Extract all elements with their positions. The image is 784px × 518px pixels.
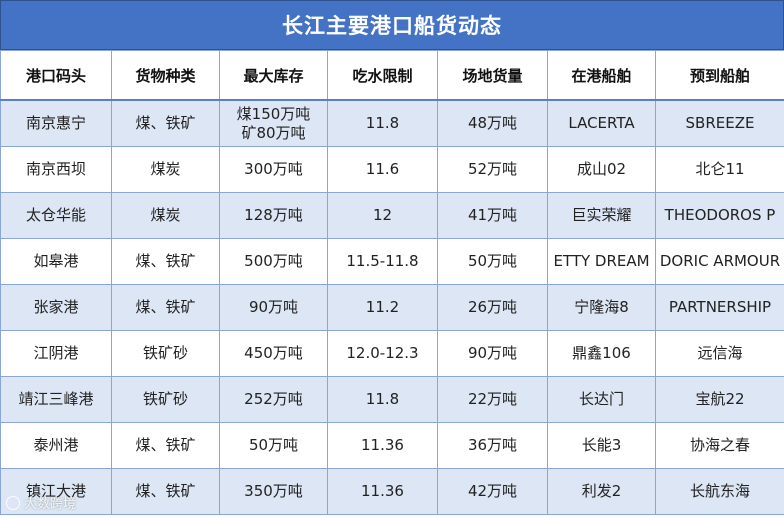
cell-cargo: 煤炭	[111, 192, 220, 239]
cell-expected: 长航东海	[655, 468, 784, 515]
cell-expected: 北仑11	[655, 146, 784, 193]
cell-port: 如皋港	[0, 238, 112, 285]
cell-max-stock: 128万吨	[219, 192, 328, 239]
table-row: 江阴港 铁矿砂 450万吨 12.0-12.3 90万吨 鼎鑫106 远信海	[0, 330, 784, 377]
cell-in-port: 利发2	[547, 468, 656, 515]
cell-yard: 52万吨	[437, 146, 548, 193]
column-header-expected: 预到船舶	[655, 50, 784, 101]
cell-yard: 90万吨	[437, 330, 548, 377]
cell-yard: 48万吨	[437, 99, 548, 147]
cell-draft: 11.36	[327, 468, 438, 515]
column-header-yard: 场地货量	[437, 50, 548, 101]
cell-port: 江阴港	[0, 330, 112, 377]
cell-port: 张家港	[0, 284, 112, 331]
watermark-logo-icon	[6, 495, 20, 510]
table-row: 泰州港 煤、铁矿 50万吨 11.36 36万吨 长能3 协海之春	[0, 422, 784, 469]
cell-yard: 50万吨	[437, 238, 548, 285]
cell-in-port: 鼎鑫106	[547, 330, 656, 377]
cell-yard: 36万吨	[437, 422, 548, 469]
expected-multiline: DORIC ARMOUR	[659, 252, 781, 270]
cell-cargo: 煤、铁矿	[111, 284, 220, 331]
cell-cargo: 煤、铁矿	[111, 238, 220, 285]
column-header-port: 港口码头	[0, 50, 112, 101]
cell-max-stock: 350万吨	[219, 468, 328, 515]
cell-port: 南京惠宁	[0, 99, 112, 147]
column-header-draft: 吃水限制	[327, 50, 438, 101]
cell-yard: 22万吨	[437, 376, 548, 423]
cell-expected: 远信海	[655, 330, 784, 377]
cell-expected: 协海之春	[655, 422, 784, 469]
cell-in-port: ETTY DREAM	[547, 238, 656, 285]
table-row: 靖江三峰港 铁矿砂 252万吨 11.8 22万吨 长达门 宝航22	[0, 376, 784, 423]
cell-cargo: 煤、铁矿	[111, 99, 220, 147]
table-row: 南京惠宁 煤、铁矿 煤150万吨 矿80万吨 11.8 48万吨 LACERTA…	[0, 99, 784, 147]
cell-max-stock: 450万吨	[219, 330, 328, 377]
cell-max-stock: 煤150万吨 矿80万吨	[219, 99, 328, 147]
cell-draft: 11.8	[327, 376, 438, 423]
cell-draft: 11.5-11.8	[327, 238, 438, 285]
cell-expected: SBREEZE	[655, 99, 784, 147]
cell-max-stock: 252万吨	[219, 376, 328, 423]
cell-draft: 11.2	[327, 284, 438, 331]
cell-draft: 11.6	[327, 146, 438, 193]
cell-draft: 12.0-12.3	[327, 330, 438, 377]
watermark-text: 大数跨境	[24, 497, 77, 512]
cell-draft: 11.8	[327, 99, 438, 147]
cell-max-stock: 50万吨	[219, 422, 328, 469]
cell-cargo: 煤炭	[111, 146, 220, 193]
table-row: 镇江大港 煤、铁矿 350万吨 11.36 42万吨 利发2 长航东海	[0, 468, 784, 515]
cell-port: 镇江大港	[0, 468, 112, 515]
cell-port: 泰州港	[0, 422, 112, 469]
cell-in-port: 长达门	[547, 376, 656, 423]
table-row: 太仓华能 煤炭 128万吨 12 41万吨 巨实荣耀 THEODOROS P	[0, 192, 784, 239]
cell-in-port: 成山02	[547, 146, 656, 193]
table-row: 如皋港 煤、铁矿 500万吨 11.5-11.8 50万吨 ETTY DREAM…	[0, 238, 784, 285]
cell-expected: DORIC ARMOUR	[655, 238, 784, 285]
max-stock-multiline: 煤150万吨 矿80万吨	[236, 104, 311, 142]
column-header-in-port: 在港船舶	[547, 50, 656, 101]
cell-port: 靖江三峰港	[0, 376, 112, 423]
cell-max-stock: 90万吨	[219, 284, 328, 331]
cell-cargo: 煤、铁矿	[111, 468, 220, 515]
table-row: 南京西坝 煤炭 300万吨 11.6 52万吨 成山02 北仑11	[0, 146, 784, 193]
cell-cargo: 煤、铁矿	[111, 422, 220, 469]
port-dynamics-table: 港口码头 货物种类 最大库存 吃水限制 场地货量 在港船舶 预到船舶 南京惠宁 …	[0, 50, 784, 515]
column-header-cargo: 货物种类	[111, 50, 220, 101]
cell-cargo: 铁矿砂	[111, 376, 220, 423]
cell-expected: 宝航22	[655, 376, 784, 423]
cell-yard: 42万吨	[437, 468, 548, 515]
cell-port: 太仓华能	[0, 192, 112, 239]
table-title: 长江主要港口船货动态	[0, 0, 784, 50]
cell-port: 南京西坝	[0, 146, 112, 193]
cell-max-stock: 500万吨	[219, 238, 328, 285]
cell-expected: PARTNERSHIP	[655, 284, 784, 331]
cell-draft: 12	[327, 192, 438, 239]
table-row: 张家港 煤、铁矿 90万吨 11.2 26万吨 宁隆海8 PARTNERSHIP	[0, 284, 784, 331]
header-row: 港口码头 货物种类 最大库存 吃水限制 场地货量 在港船舶 预到船舶	[0, 50, 784, 101]
cell-in-port: 长能3	[547, 422, 656, 469]
cell-yard: 41万吨	[437, 192, 548, 239]
cell-draft: 11.36	[327, 422, 438, 469]
cell-yard: 26万吨	[437, 284, 548, 331]
watermark: 大数跨境	[6, 493, 76, 512]
column-header-max-stock: 最大库存	[219, 50, 328, 101]
cell-in-port: 巨实荣耀	[547, 192, 656, 239]
cell-cargo: 铁矿砂	[111, 330, 220, 377]
cell-in-port: 宁隆海8	[547, 284, 656, 331]
cell-expected: THEODOROS P	[655, 192, 784, 239]
cell-in-port: LACERTA	[547, 99, 656, 147]
cell-max-stock: 300万吨	[219, 146, 328, 193]
